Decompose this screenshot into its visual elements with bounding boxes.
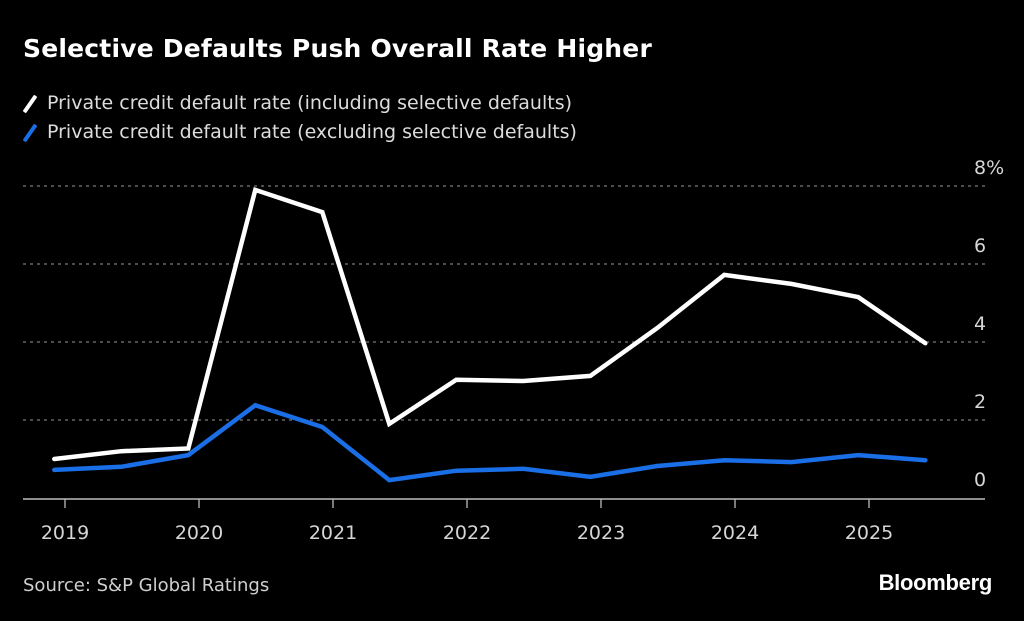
x-tick-label: 2023: [577, 522, 625, 544]
x-tick-label: 2025: [845, 522, 893, 544]
y-axis-labels: 0 2 4 6 8%: [974, 157, 1004, 491]
source-note: Source: S&P Global Ratings: [23, 575, 270, 596]
x-tick-label: 2019: [41, 522, 89, 544]
legend: Private credit default rate (including s…: [23, 88, 577, 146]
chart-title: Selective Defaults Push Overall Rate Hig…: [23, 34, 652, 63]
y-tick-label: 8%: [974, 157, 1004, 179]
legend-item-excluding: Private credit default rate (excluding s…: [23, 117, 577, 146]
x-tick-label: 2021: [309, 522, 357, 544]
series-line-excluding: [52, 402, 928, 483]
y-tick-label: 4: [974, 313, 986, 335]
legend-label-including: Private credit default rate (including s…: [47, 91, 573, 114]
bloomberg-logo: Bloomberg: [878, 570, 993, 595]
series-lines: [52, 187, 928, 483]
y-tick-label: 0: [974, 469, 986, 491]
x-axis: 2019 2020 2021 2022 2023 2024 2025: [23, 498, 985, 544]
x-tick-label: 2022: [443, 522, 491, 544]
series-line-including: [52, 187, 928, 462]
y-tick-label: 2: [974, 391, 986, 413]
gridlines: [23, 185, 985, 421]
x-tick-label: 2024: [711, 522, 759, 544]
legend-label-excluding: Private credit default rate (excluding s…: [47, 120, 577, 143]
legend-item-including: Private credit default rate (including s…: [23, 88, 577, 117]
y-tick-label: 6: [974, 235, 986, 257]
x-tick-label: 2020: [175, 522, 223, 544]
